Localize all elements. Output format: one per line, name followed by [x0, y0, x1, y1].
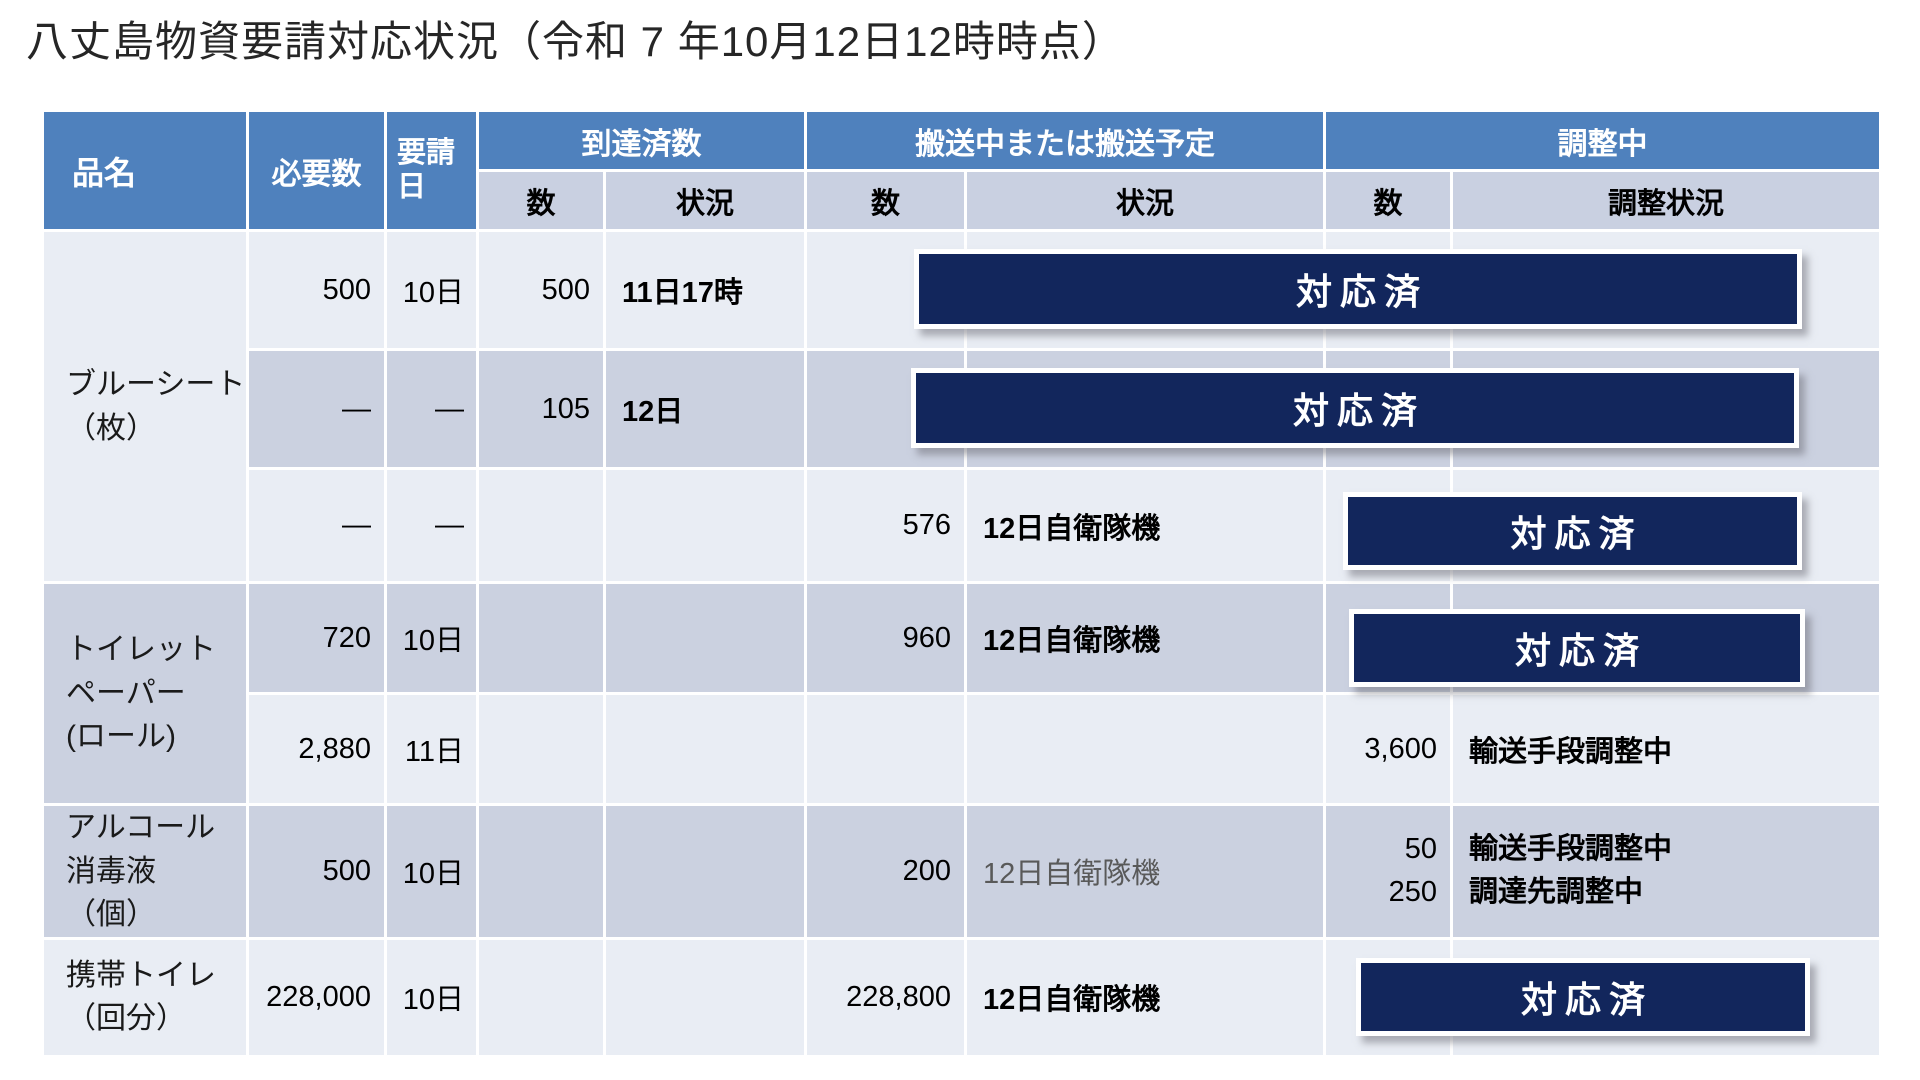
cell-request-date: 10日: [384, 581, 479, 695]
cell-transport-status: [964, 692, 1326, 806]
cell-item-bluesheet: ブルーシート （枚）: [41, 229, 249, 584]
cell-adjust-count: 50 250: [1323, 803, 1453, 940]
table-row-toiletpaper-2: 2,880 11日 3,600 輸送手段調整中: [43, 692, 1882, 806]
cell-request-date: 10日: [384, 936, 479, 1058]
cell-arrived-count: [476, 581, 606, 695]
col-header-arrived-group: 到達済数: [476, 109, 807, 172]
cell-request-date: —: [384, 348, 479, 470]
cell-arrived-status: [603, 467, 807, 584]
cell-request-date: 11日: [384, 692, 479, 806]
cell-required: 2,880: [246, 692, 387, 806]
cell-item-alcohol: アルコール 消毒液 （個）: [41, 803, 249, 940]
col-header-item: 品名: [41, 109, 249, 232]
subheader-transport-status: 状況: [964, 169, 1326, 232]
cell-item-portabletoilet: 携帯トイレ （回分）: [41, 936, 249, 1058]
table-row-alcohol: アルコール 消毒液 （個） 500 10日 200 12日自衛隊機 50 250…: [41, 803, 1882, 940]
cell-arrived-status: 11日17時: [603, 229, 807, 351]
cell-arrived-count: 105: [476, 348, 606, 470]
subheader-transport-count: 数: [804, 169, 967, 232]
cell-transport-status: 12日自衛隊機: [964, 467, 1326, 584]
col-header-adjust-group: 調整中: [1323, 109, 1882, 172]
status-banner-completed: 対応済: [1343, 492, 1802, 570]
cell-transport-count: [804, 348, 967, 470]
cell-transport-count: 200: [804, 803, 967, 940]
cell-item-toiletpaper: トイレット ペーパー (ロール): [41, 581, 249, 806]
cell-request-date: 10日: [384, 803, 479, 940]
cell-request-date: —: [384, 467, 479, 584]
page-title: 八丈島物資要請対応状況（令和 7 年10月12日12時時点）: [26, 18, 1125, 65]
cell-transport-status: 12日自衛隊機: [964, 581, 1326, 695]
cell-transport-count: [804, 692, 967, 806]
cell-required: 500: [246, 229, 387, 351]
cell-transport-count: 228,800: [804, 936, 967, 1058]
subheader-arrived-status: 状況: [603, 169, 807, 232]
cell-arrived-count: [476, 936, 606, 1058]
cell-arrived-status: [603, 581, 807, 695]
cell-required: 500: [246, 803, 387, 940]
cell-arrived-count: [476, 692, 606, 806]
subheader-adjust-status: 調整状況: [1450, 169, 1882, 232]
cell-adjust-count: 3,600: [1323, 692, 1453, 806]
cell-arrived-status: 12日: [603, 348, 807, 470]
cell-arrived-status: [603, 692, 807, 806]
cell-adjust-status: 輸送手段調整中: [1450, 692, 1882, 806]
cell-arrived-status: [603, 936, 807, 1058]
cell-request-date: 10日: [384, 229, 479, 351]
status-banner-completed: 対応済: [1349, 609, 1805, 687]
cell-required: —: [246, 467, 387, 584]
status-banner-completed: 対応済: [1356, 958, 1810, 1036]
cell-arrived-status: [603, 803, 807, 940]
cell-arrived-count: 500: [476, 229, 606, 351]
col-header-request-date: 要請日: [384, 109, 479, 232]
cell-adjust-status: 輸送手段調整中 調達先調整中: [1450, 803, 1882, 940]
cell-transport-status: 12日自衛隊機: [964, 936, 1326, 1058]
cell-transport-count: 960: [804, 581, 967, 695]
header-row-sub: 数 状況 数 状況 数 調整状況: [43, 169, 1882, 232]
col-header-required: 必要数: [246, 109, 387, 232]
col-header-transport-group: 搬送中または搬送予定: [804, 109, 1326, 172]
cell-required: —: [246, 348, 387, 470]
cell-transport-status: 12日自衛隊機: [964, 803, 1326, 940]
status-banner-completed: 対応済: [914, 249, 1802, 329]
status-banner-completed: 対応済: [911, 368, 1799, 448]
subheader-adjust-count: 数: [1323, 169, 1453, 232]
cell-arrived-count: [476, 467, 606, 584]
subheader-arrived-count: 数: [476, 169, 606, 232]
cell-transport-count: 576: [804, 467, 967, 584]
cell-required: 720: [246, 581, 387, 695]
cell-arrived-count: [476, 803, 606, 940]
cell-required: 228,000: [246, 936, 387, 1058]
header-row-groups: 品名 必要数 要請日 到達済数 搬送中または搬送予定 調整中: [41, 109, 1882, 232]
